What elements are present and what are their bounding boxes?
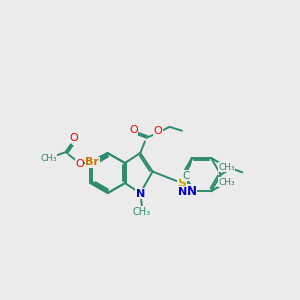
Text: CH₃: CH₃ — [218, 163, 235, 172]
Text: O: O — [129, 125, 138, 135]
Text: CH₃: CH₃ — [133, 207, 151, 217]
Text: N: N — [136, 189, 145, 199]
Text: CH₃: CH₃ — [40, 154, 57, 163]
Text: O: O — [69, 133, 78, 142]
Text: S: S — [177, 177, 186, 190]
Text: N: N — [187, 185, 197, 198]
Text: Br: Br — [85, 157, 99, 167]
Text: O: O — [75, 159, 84, 169]
Text: N: N — [178, 187, 187, 197]
Text: O: O — [154, 126, 162, 136]
Text: CH₃: CH₃ — [218, 178, 235, 187]
Text: C: C — [182, 171, 189, 181]
